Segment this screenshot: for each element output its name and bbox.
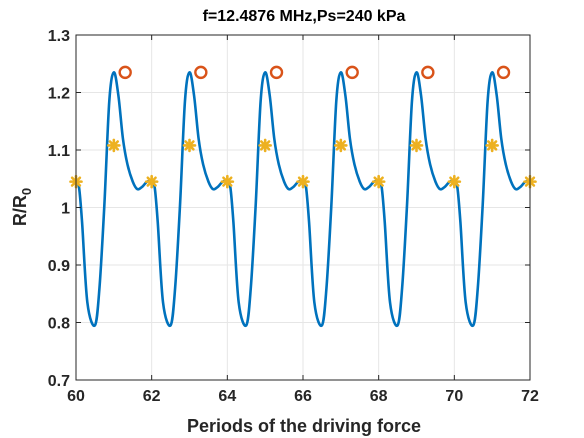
star-marker-center	[111, 143, 117, 148]
axes-box	[75, 34, 531, 381]
star-point-marker	[182, 138, 197, 153]
y-tick-label: 1.3	[48, 28, 70, 45]
star-point-marker	[371, 174, 386, 189]
y-tick-label: 0.9	[48, 258, 70, 275]
star-point-marker	[447, 174, 462, 189]
max-point-marker	[194, 65, 208, 80]
star-marker-center	[300, 179, 306, 185]
star-marker-center	[414, 143, 419, 148]
star-point-marker	[107, 138, 121, 153]
y-axis-label: R/R0	[10, 188, 34, 226]
x-tick-label: 72	[521, 388, 539, 405]
star-marker-center	[262, 143, 268, 148]
star-point-marker	[409, 138, 424, 153]
x-tick-label: 70	[445, 388, 463, 405]
x-axis-label: Periods of the driving force	[187, 416, 421, 436]
star-marker-center	[489, 143, 495, 148]
star-marker-center	[451, 179, 457, 185]
star-point-marker	[258, 138, 272, 153]
star-marker-center	[338, 143, 344, 148]
grid	[75, 34, 531, 381]
x-tick-label: 62	[143, 388, 161, 405]
max-point-marker	[118, 65, 132, 80]
star-marker-center	[376, 179, 382, 185]
tick-labels: 60 62 64 66 68 70 72 0.7 0.8 0.9 1 1.1 1.2 1.3	[48, 28, 539, 405]
y-tick-label: 1.1	[48, 143, 70, 160]
x-tick-label: 66	[294, 388, 312, 405]
max-point-marker	[421, 65, 435, 80]
star-point-marker	[485, 138, 499, 153]
max-point-marker	[496, 65, 511, 80]
star-point-marker	[144, 174, 159, 189]
star-marker-center	[224, 179, 230, 185]
x-tick-label: 60	[67, 388, 85, 405]
x-tick-label: 68	[370, 388, 388, 405]
y-tick-label: 0.7	[48, 373, 70, 390]
star-marker-center	[187, 143, 192, 148]
star-marker-center	[149, 179, 155, 185]
max-point-marker	[269, 65, 284, 80]
star-point-marker	[334, 138, 348, 153]
star-point-marker	[220, 174, 235, 189]
star-point-marker	[296, 174, 310, 189]
max-point-marker	[345, 65, 359, 80]
x-tick-label: 64	[218, 388, 236, 405]
chart-title: f=12.4876 MHz,Ps=240 kPa	[203, 8, 406, 25]
y-tick-label: 1	[61, 201, 70, 218]
y-tick-label: 1.2	[48, 86, 70, 103]
axes-frame	[75, 34, 531, 381]
y-tick-label: 0.8	[48, 316, 70, 333]
